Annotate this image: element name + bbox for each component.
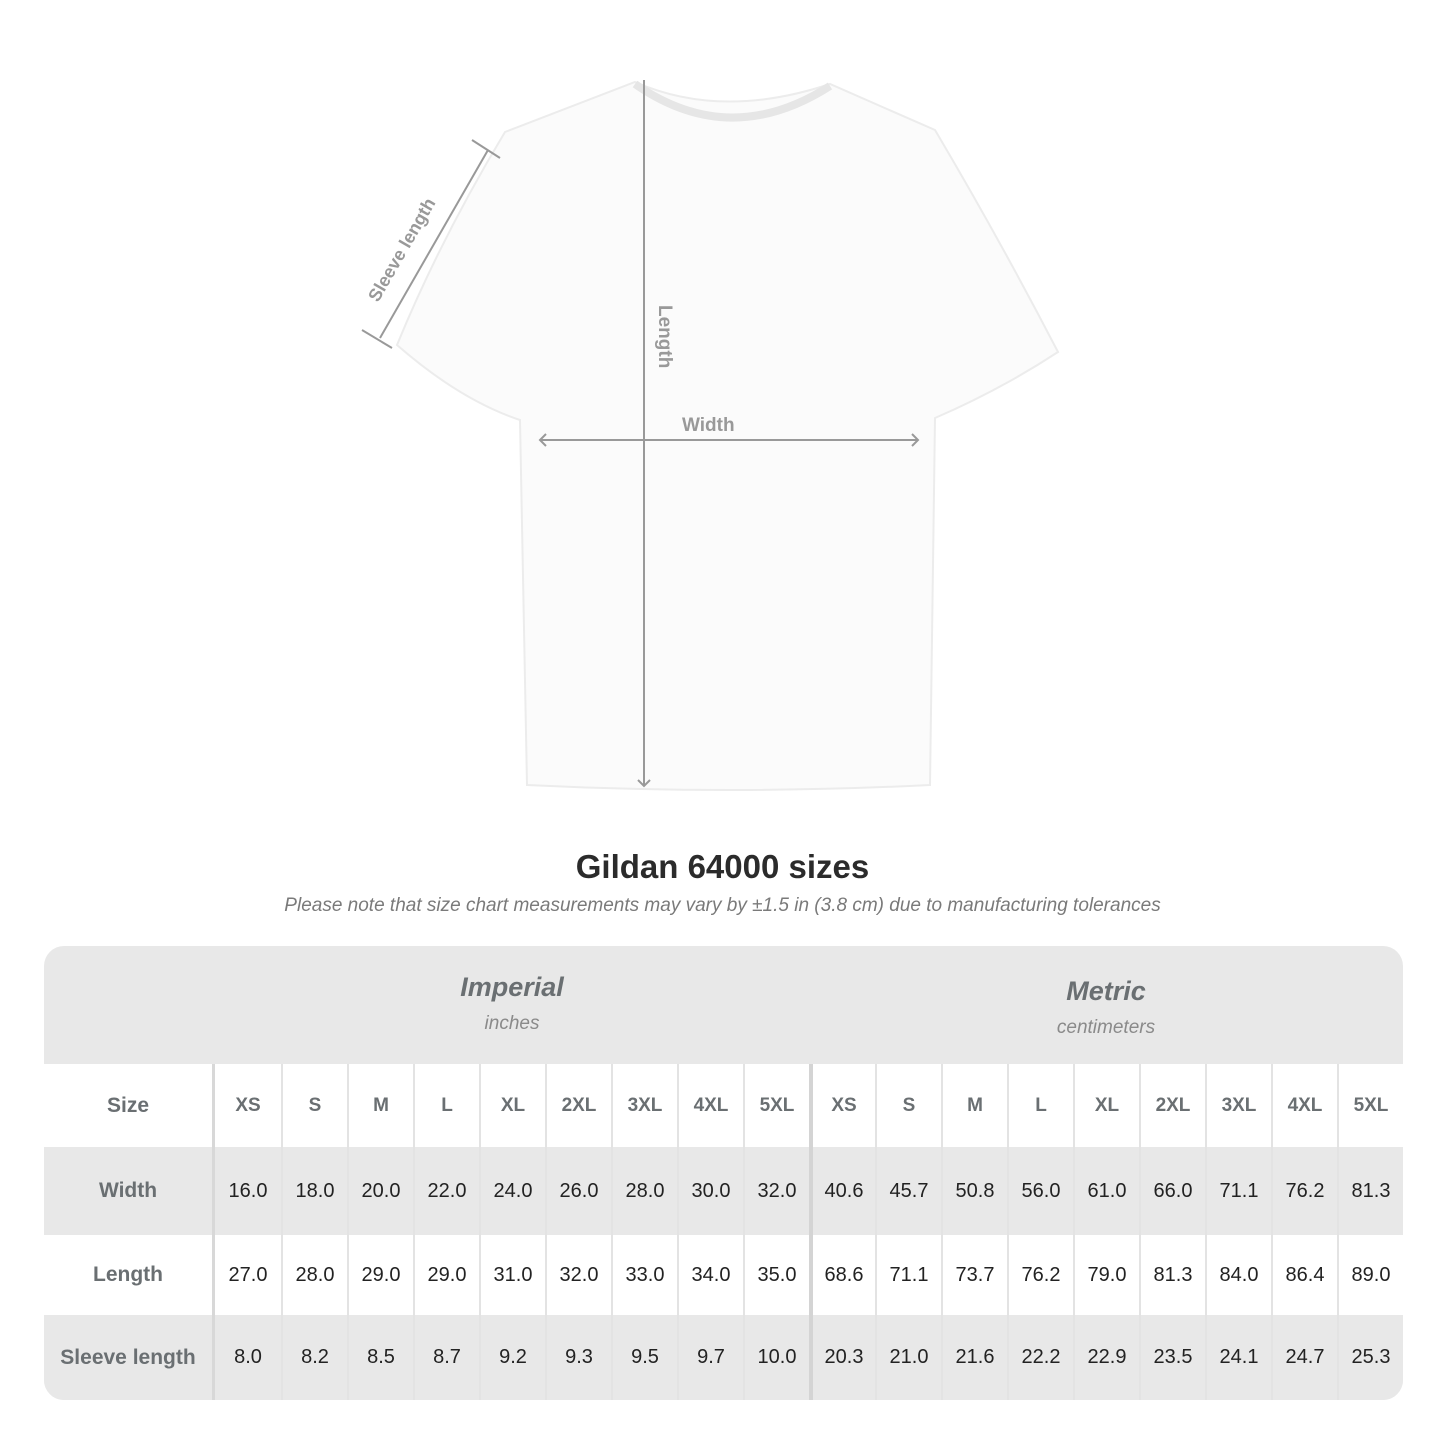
page-title: Gildan 64000 sizes — [575, 848, 870, 885]
size-header-cell: S — [281, 1064, 347, 1147]
value-cell: 25.3 — [1337, 1315, 1403, 1400]
value-cell: 34.0 — [677, 1235, 743, 1315]
row-label: Size — [44, 1064, 215, 1147]
value-cell: 9.5 — [611, 1315, 677, 1400]
size-header-cell: XL — [1073, 1064, 1139, 1147]
table-row: Length 27.0 28.0 29.0 29.0 31.0 32.0 33.0 34.0 35… — [44, 1235, 1403, 1315]
value-cell: 71.1 — [1205, 1147, 1271, 1235]
value-cell: 9.3 — [545, 1315, 611, 1400]
size-header-cell: 5XL — [743, 1064, 809, 1147]
size-header-cell: M — [347, 1064, 413, 1147]
imperial-header: Imperial inches — [215, 946, 809, 1064]
value-cell: 40.6 — [809, 1147, 875, 1235]
width-label: Width — [682, 415, 735, 436]
value-cell: 21.0 — [875, 1315, 941, 1400]
value-cell: 56.0 — [1007, 1147, 1073, 1235]
value-cell: 8.5 — [347, 1315, 413, 1400]
value-cell: 18.0 — [281, 1147, 347, 1235]
value-cell: 8.7 — [413, 1315, 479, 1400]
value-cell: 81.3 — [1139, 1235, 1205, 1315]
value-cell: 24.7 — [1271, 1315, 1337, 1400]
value-cell: 20.3 — [809, 1315, 875, 1400]
row-label: Width — [44, 1147, 215, 1235]
value-cell: 16.0 — [228, 1179, 268, 1202]
size-header-cell: 4XL — [1271, 1064, 1337, 1147]
tolerance-note: Please note that size chart measurements… — [284, 895, 1161, 916]
table-row: Sleeve length 8.0 8.2 8.5 8.7 9.2 9.3 9.5 9.7 10.… — [44, 1315, 1403, 1400]
value-cell: 26.0 — [545, 1147, 611, 1235]
size-table: Imperial inches Metric centimeters Size X… — [44, 946, 1403, 1400]
value-cell: 68.6 — [809, 1235, 875, 1315]
value-cell: 86.4 — [1271, 1235, 1337, 1315]
value-cell: 50.8 — [941, 1147, 1007, 1235]
value-cell: 22.2 — [1007, 1315, 1073, 1400]
value-cell: 24.1 — [1205, 1315, 1271, 1400]
value-cell: 8.0 — [234, 1346, 262, 1368]
size-header-cell: 2XL — [545, 1064, 611, 1147]
value-cell: 66.0 — [1139, 1147, 1205, 1235]
value-cell: 27.0 — [228, 1263, 268, 1286]
value-cell: 24.0 — [479, 1147, 545, 1235]
size-header-cell: L — [1007, 1064, 1073, 1147]
value-cell: 20.0 — [347, 1147, 413, 1235]
value-cell: 89.0 — [1337, 1235, 1403, 1315]
size-header-cell: M — [941, 1064, 1007, 1147]
size-header-cell: XS — [809, 1064, 875, 1147]
value-cell: 35.0 — [743, 1235, 809, 1315]
tshirt-collar — [632, 80, 833, 122]
value-cell: 32.0 — [743, 1147, 809, 1235]
value-cell: 73.7 — [941, 1235, 1007, 1315]
imperial-title: Imperial — [460, 972, 564, 1002]
value-cell: 45.7 — [875, 1147, 941, 1235]
size-header-cell: 4XL — [677, 1064, 743, 1147]
value-cell: 8.2 — [281, 1315, 347, 1400]
metric-title: Metric — [1066, 976, 1146, 1006]
value-cell: 76.2 — [1271, 1147, 1337, 1235]
value-cell: 22.0 — [413, 1147, 479, 1235]
value-cell: 28.0 — [281, 1235, 347, 1315]
length-label: Length — [654, 305, 675, 368]
size-header-row: Size XS S M L XL 2XL 3XL 4XL 5XL XS S M L XL 2XL 3XL 4XL 5… — [44, 1064, 1403, 1147]
value-cell: 30.0 — [677, 1147, 743, 1235]
tshirt-shape — [395, 80, 1060, 791]
size-header-cell: L — [413, 1064, 479, 1147]
value-cell: 71.1 — [875, 1235, 941, 1315]
row-label: Length — [44, 1235, 215, 1315]
tshirt-diagram: Sleeve length Length Width — [361, 80, 1060, 791]
size-header-cell: XL — [479, 1064, 545, 1147]
value-cell: 10.0 — [743, 1315, 809, 1400]
size-header-cell: 3XL — [1205, 1064, 1271, 1147]
row-label: Sleeve length — [44, 1315, 215, 1400]
metric-unit: centimeters — [1056, 1017, 1156, 1038]
measure-arrows — [361, 80, 920, 788]
table-row: Width 16.0 18.0 20.0 22.0 24.0 26.0 28.0 30.0 32.… — [44, 1147, 1403, 1235]
size-header-cell: S — [875, 1064, 941, 1147]
value-cell: 31.0 — [479, 1235, 545, 1315]
value-cell: 79.0 — [1073, 1235, 1139, 1315]
value-cell: 81.3 — [1337, 1147, 1403, 1235]
imperial-unit: inches — [484, 1013, 540, 1034]
metric-header: Metric centimeters — [809, 946, 1403, 1064]
value-cell: 61.0 — [1073, 1147, 1139, 1235]
value-cell: 28.0 — [611, 1147, 677, 1235]
value-cell: 22.9 — [1073, 1315, 1139, 1400]
value-cell: 29.0 — [413, 1235, 479, 1315]
size-header-cell: XS — [235, 1094, 261, 1116]
value-cell: 21.6 — [941, 1315, 1007, 1400]
value-cell: 84.0 — [1205, 1235, 1271, 1315]
value-cell: 32.0 — [545, 1235, 611, 1315]
value-cell: 29.0 — [347, 1235, 413, 1315]
size-header-cell: 3XL — [611, 1064, 677, 1147]
value-cell: 76.2 — [1007, 1235, 1073, 1315]
value-cell: 23.5 — [1139, 1315, 1205, 1400]
size-header-cell: 5XL — [1337, 1064, 1403, 1147]
value-cell: 9.2 — [479, 1315, 545, 1400]
value-cell: 33.0 — [611, 1235, 677, 1315]
value-cell: 9.7 — [677, 1315, 743, 1400]
size-header-cell: 2XL — [1139, 1064, 1205, 1147]
